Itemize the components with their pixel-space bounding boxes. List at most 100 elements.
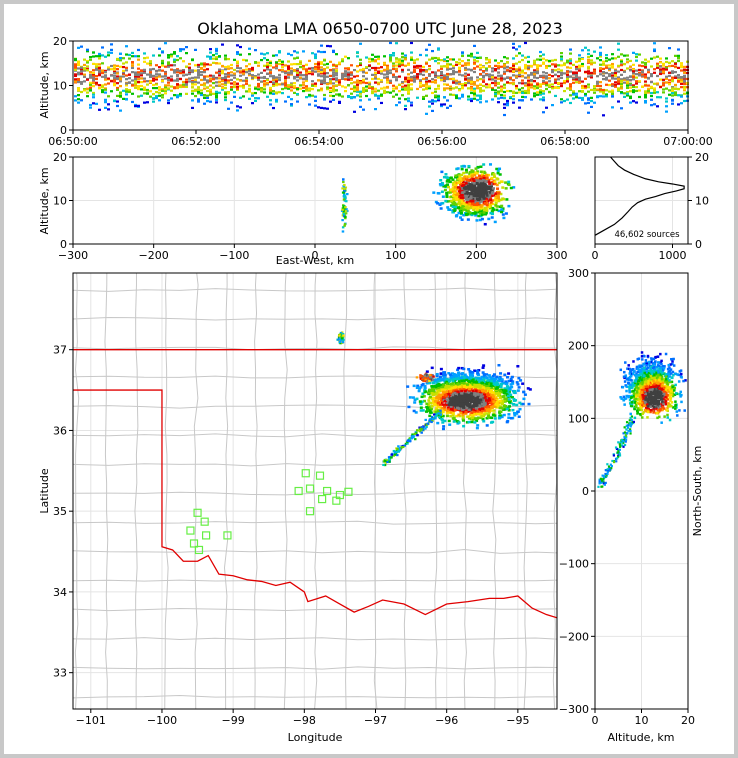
time-height-source: [608, 79, 611, 82]
time-height-source: [599, 88, 602, 91]
plan-view-source: [462, 375, 466, 379]
ew-height-source: [434, 200, 438, 204]
time-height-source: [113, 99, 116, 102]
time-height-source: [539, 64, 542, 67]
plan-view-source: [420, 395, 424, 399]
time-height-source: [605, 93, 608, 96]
time-height-source: [557, 68, 560, 71]
time-height-source: [650, 80, 653, 84]
time-height-source: [305, 78, 308, 81]
time-height-source: [200, 93, 203, 97]
time-height-source: [185, 85, 188, 88]
plan-view-source: [509, 393, 513, 397]
time-height-source: [311, 69, 314, 72]
county-line: [193, 273, 199, 709]
time-height-source: [200, 83, 203, 86]
time-height-source: [128, 81, 131, 84]
ew-height-source: [483, 208, 487, 212]
time-height-source: [347, 68, 350, 71]
plan-view-source: [435, 403, 439, 406]
time-height-source: [512, 79, 515, 82]
time-height-source: [134, 75, 137, 78]
time-height-source: [524, 63, 527, 67]
time-height-source: [443, 88, 446, 92]
time-height-source: [662, 82, 665, 85]
time-height-source: [629, 83, 632, 87]
ew-height-source: [440, 181, 444, 185]
time-height-source: [218, 72, 221, 75]
time-height-source: [497, 82, 500, 85]
time-height-source: [131, 51, 134, 55]
time-height-source: [437, 62, 440, 65]
time-height-source: [656, 64, 659, 67]
ew-height-source: [482, 187, 486, 190]
ew-height-source: [496, 192, 500, 195]
time-height-source: [356, 51, 359, 54]
time-height-source: [428, 100, 431, 103]
time-height-source: [476, 51, 479, 54]
time-height-source: [590, 105, 593, 109]
time-height-source: [203, 82, 206, 85]
time-height-source: [83, 89, 86, 92]
ew-height-source: [477, 214, 481, 218]
ew-height-source: [482, 190, 486, 194]
time-height-source: [218, 84, 221, 87]
time-height-source: [284, 79, 287, 82]
time-height-source: [398, 97, 401, 100]
plan-view-source: [492, 381, 496, 385]
time-height-source: [401, 70, 404, 73]
time-height-source: [431, 99, 434, 102]
time-height-source: [212, 76, 215, 79]
time-height-source: [500, 77, 503, 80]
time-height-source: [455, 86, 458, 89]
time-height-source: [119, 80, 122, 83]
time-height-source: [110, 80, 113, 83]
time-height-source: [125, 53, 128, 56]
time-height-source: [104, 88, 107, 91]
time-height-source: [470, 76, 473, 79]
time-height-source: [164, 88, 167, 91]
time-height-source: [659, 65, 662, 68]
time-height-source: [197, 90, 200, 93]
time-height-source: [179, 71, 182, 75]
time-height-source: [479, 94, 482, 97]
ew-height-source: [443, 188, 447, 192]
time-height-source: [119, 65, 122, 68]
time-height-source: [149, 64, 152, 67]
plan-view-source: [498, 414, 502, 417]
time-height-source: [461, 83, 464, 86]
time-height-source: [407, 90, 410, 94]
time-height-source: [395, 58, 398, 61]
ew-height-source: [473, 173, 477, 177]
time-height-source: [92, 81, 95, 85]
time-height-source: [344, 73, 347, 77]
time-height-source: [392, 95, 395, 98]
ew-height-source: [459, 182, 463, 186]
time-height-source: [479, 77, 482, 81]
time-height-source: [263, 91, 266, 94]
ew-height-source: [342, 180, 345, 184]
time-height-source: [632, 76, 635, 79]
time-height-source: [650, 91, 653, 95]
time-height-source: [683, 89, 686, 92]
time-height-source: [470, 99, 473, 103]
ew-height-source: [344, 209, 348, 212]
time-height-source: [89, 58, 92, 61]
time-height-source: [281, 70, 284, 73]
time-height-source: [632, 90, 635, 94]
time-height-source: [305, 63, 308, 66]
time-height-source: [638, 64, 641, 67]
time-height-source: [86, 48, 89, 51]
plan-view-source: [441, 385, 445, 389]
ew-height-source: [479, 212, 483, 215]
time-height-source: [221, 70, 224, 73]
time-height-source: [356, 90, 359, 93]
time-height-source: [308, 93, 311, 97]
ew-height-source: [479, 183, 483, 187]
time-height-source: [233, 83, 236, 86]
time-height-source: [137, 78, 140, 81]
time-height-source: [194, 94, 197, 98]
time-height-source: [506, 102, 509, 105]
time-height-source: [497, 97, 500, 100]
time-height-source: [662, 71, 665, 74]
